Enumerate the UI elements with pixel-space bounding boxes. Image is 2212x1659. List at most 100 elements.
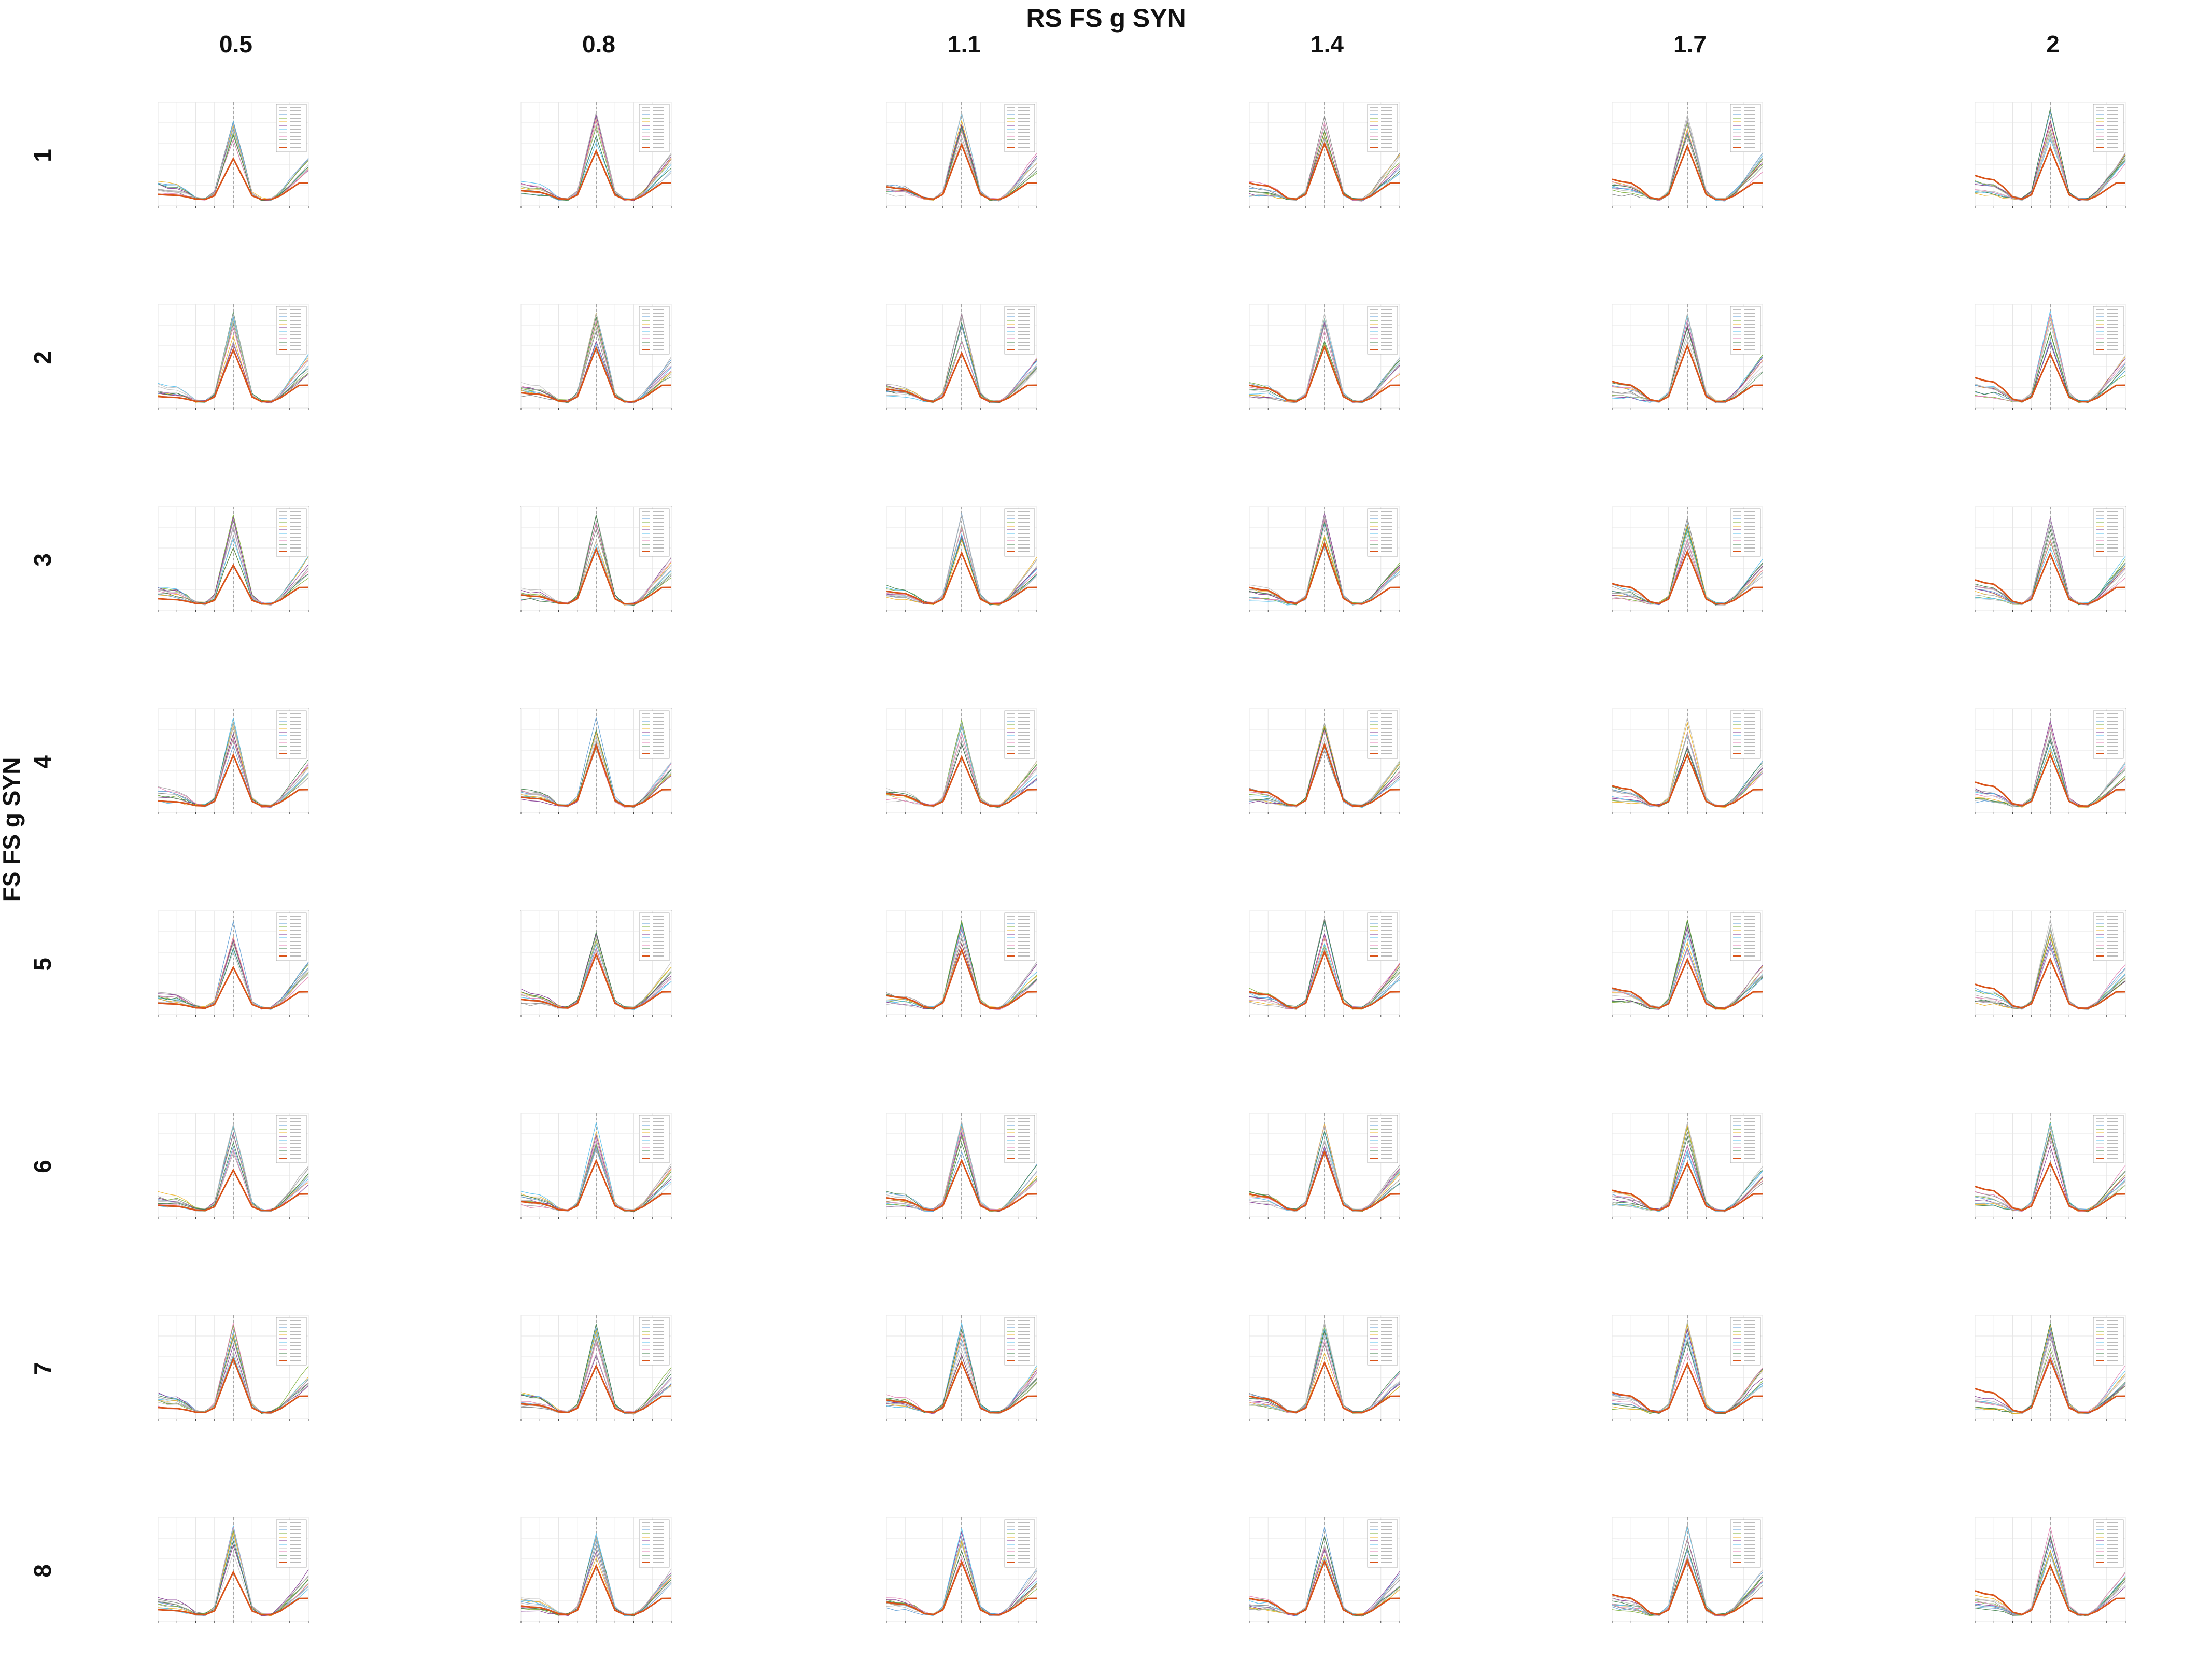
row-label-8: 8 (29, 1564, 56, 1578)
cell-trace (158, 1532, 309, 1617)
cell-trace (1612, 733, 1763, 808)
cell-trace (886, 1348, 1037, 1414)
column-label-1.7: 1.7 (1673, 31, 1707, 58)
cell-trace (1975, 1330, 2126, 1413)
cell-trace (1612, 1546, 1763, 1615)
cell-trace (520, 717, 672, 807)
mean-trace (1612, 549, 1763, 605)
mean-trace (520, 149, 672, 201)
cell-trace (886, 1121, 1037, 1212)
column-label-0.5: 0.5 (219, 31, 252, 58)
cell-trace (1975, 1124, 2126, 1212)
cell-trace (1612, 722, 1763, 808)
cell-trace (886, 1537, 1037, 1616)
cell-trace (886, 1129, 1037, 1211)
panel-r7-c1.4 (1229, 1299, 1426, 1439)
mean-trace (886, 551, 1037, 605)
cell-trace (1975, 322, 2126, 403)
cell-trace (1612, 1524, 1763, 1615)
row-label-1: 1 (29, 149, 56, 162)
panel-r4-c1.7 (1591, 692, 1788, 832)
cell-trace (1249, 522, 1400, 606)
panel-r2-c0.5 (137, 288, 334, 428)
cell-trace (158, 936, 309, 1010)
panel-r5-c0.5 (137, 894, 334, 1034)
mean-trace (886, 755, 1037, 807)
panel-plot (520, 708, 672, 814)
cell-trace (158, 721, 309, 807)
cell-trace (1975, 528, 2126, 606)
panel-plot (886, 1113, 1037, 1219)
panel-r1-c1.1 (866, 86, 1063, 226)
mean-trace (1975, 352, 2126, 403)
cell-trace (520, 515, 672, 606)
cell-trace (886, 722, 1037, 808)
panel-plot (1249, 910, 1400, 1017)
panel-plot (1249, 1315, 1400, 1421)
panel-r3-c1.1 (866, 490, 1063, 630)
cell-trace (1975, 946, 2126, 1010)
cell-trace (520, 947, 672, 1010)
cell-trace (1975, 1354, 2126, 1413)
panel-r4-c1.1 (866, 692, 1063, 832)
cell-trace (1612, 313, 1763, 403)
cell-trace (1612, 538, 1763, 605)
cell-trace (520, 522, 672, 606)
mean-trace (1249, 1149, 1400, 1212)
mean-trace (1975, 1564, 2126, 1616)
cell-trace (1975, 748, 2126, 808)
panel-r1-c1.4 (1229, 86, 1426, 226)
cell-trace (1975, 925, 2126, 1010)
mean-trace (1249, 344, 1400, 403)
cell-trace (158, 1338, 309, 1414)
panel-plot (158, 102, 309, 208)
cell-trace (520, 931, 672, 1008)
cell-trace (886, 527, 1037, 604)
cell-trace (886, 125, 1037, 201)
legend-box (1367, 1317, 1398, 1366)
panel-plot (520, 1315, 672, 1421)
cell-trace (1975, 129, 2126, 200)
panel-r8-c0.5 (137, 1501, 334, 1641)
panel-plot (886, 1315, 1037, 1421)
panel-plot (1612, 1113, 1763, 1219)
cell-trace (520, 528, 672, 604)
panel-r6-c0.5 (137, 1096, 334, 1236)
cell-trace (1249, 1125, 1400, 1211)
cell-trace (886, 537, 1037, 606)
figure-super-title: RS FS g SYN (1026, 4, 1186, 33)
cell-trace (520, 1552, 672, 1614)
panel-plot (520, 1113, 672, 1219)
mean-trace (886, 947, 1037, 1009)
panel-plot (886, 1517, 1037, 1623)
panel-plot (1975, 1315, 2126, 1421)
panel-plot (1249, 708, 1400, 814)
cell-trace (1249, 727, 1400, 806)
cell-trace (1612, 131, 1763, 202)
panel-plot (1975, 708, 2126, 814)
panel-r2-c2 (1954, 288, 2151, 428)
cell-trace (158, 120, 309, 201)
cell-trace (886, 1323, 1037, 1414)
cell-trace (1975, 318, 2126, 402)
cell-trace (886, 742, 1037, 808)
cell-trace (1249, 313, 1400, 402)
cell-trace (520, 539, 672, 606)
cell-trace (1249, 741, 1400, 808)
cell-trace (1612, 1555, 1763, 1617)
cell-trace (520, 1341, 672, 1413)
mean-trace (886, 1158, 1037, 1212)
cell-trace (520, 316, 672, 403)
cell-trace (1612, 115, 1763, 200)
cell-trace (158, 941, 309, 1009)
cell-trace (1249, 121, 1400, 201)
mean-trace (886, 351, 1037, 403)
cell-trace (158, 1544, 309, 1616)
mean-trace (520, 1158, 672, 1212)
cell-trace (158, 318, 309, 403)
cell-trace (886, 731, 1037, 806)
panel-plot (1249, 506, 1400, 612)
cell-trace (1249, 1339, 1400, 1413)
cell-trace (520, 1537, 672, 1615)
cell-trace (1612, 931, 1763, 1009)
